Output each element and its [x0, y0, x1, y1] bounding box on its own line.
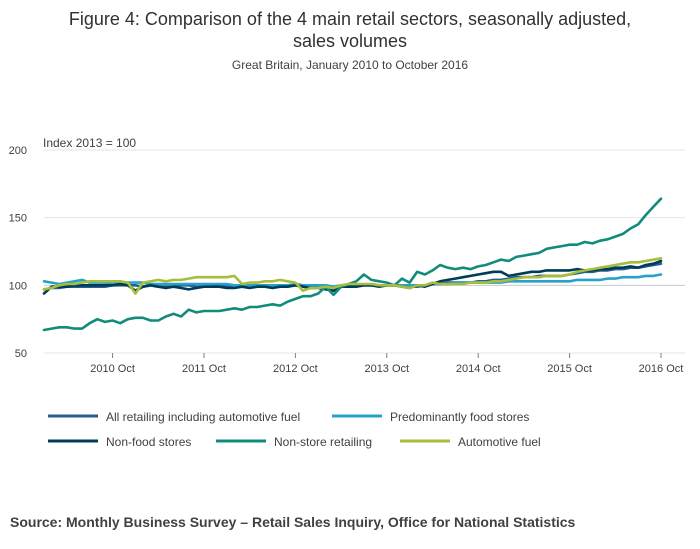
legend-item[interactable]: Automotive fuel: [400, 435, 541, 449]
x-tick-label: 2012 Oct: [273, 363, 318, 375]
series-line-non-store-retailing[interactable]: [42, 197, 663, 332]
x-tick-label: 2013 Oct: [364, 363, 409, 375]
y-axis: 50 100 150 200: [9, 145, 27, 360]
y-tick-label: 50: [15, 348, 27, 360]
series-line-automotive-fuel[interactable]: [42, 256, 663, 295]
x-tick-label: 2015 Oct: [547, 363, 592, 375]
series-line-non-food-stores[interactable]: [42, 259, 663, 295]
x-axis: 2010 Oct 2011 Oct 2012 Oct 2013 Oct 2014 Oct…: [90, 353, 683, 375]
legend-item[interactable]: Non-store retailing: [216, 435, 372, 449]
x-tick-label: 2010 Oct: [90, 363, 135, 375]
x-tick-label: 2011 Oct: [182, 363, 226, 375]
legend-item[interactable]: All retailing including automotive fuel: [48, 410, 300, 424]
legend-label: Non-store retailing: [274, 435, 372, 449]
y-tick-label: 150: [9, 213, 27, 225]
legend-label: Automotive fuel: [458, 435, 541, 449]
legend-item[interactable]: Predominantly food stores: [332, 410, 529, 424]
legend[interactable]: All retailing including automotive fuel P…: [48, 410, 541, 449]
legend-label: All retailing including automotive fuel: [106, 410, 300, 424]
chart-subtitle: Great Britain, January 2010 to October 2…: [231, 58, 469, 72]
series-lines: [42, 197, 663, 332]
y-axis-label: Index 2013 = 100: [43, 136, 136, 150]
x-tick-label: 2014 Oct: [456, 363, 501, 375]
source-note: Source: Monthly Business Survey – Retail…: [10, 514, 576, 530]
x-tick-label: 2016 Oct: [639, 363, 684, 375]
y-tick-label: 200: [9, 145, 27, 157]
legend-item[interactable]: Non-food stores: [48, 435, 191, 449]
chart-title: Figure 4: Comparison of the 4 main retai…: [68, 9, 632, 51]
y-tick-label: 100: [9, 280, 27, 292]
legend-label: Non-food stores: [106, 435, 191, 449]
grid: [44, 149, 685, 354]
legend-label: Predominantly food stores: [390, 410, 529, 424]
